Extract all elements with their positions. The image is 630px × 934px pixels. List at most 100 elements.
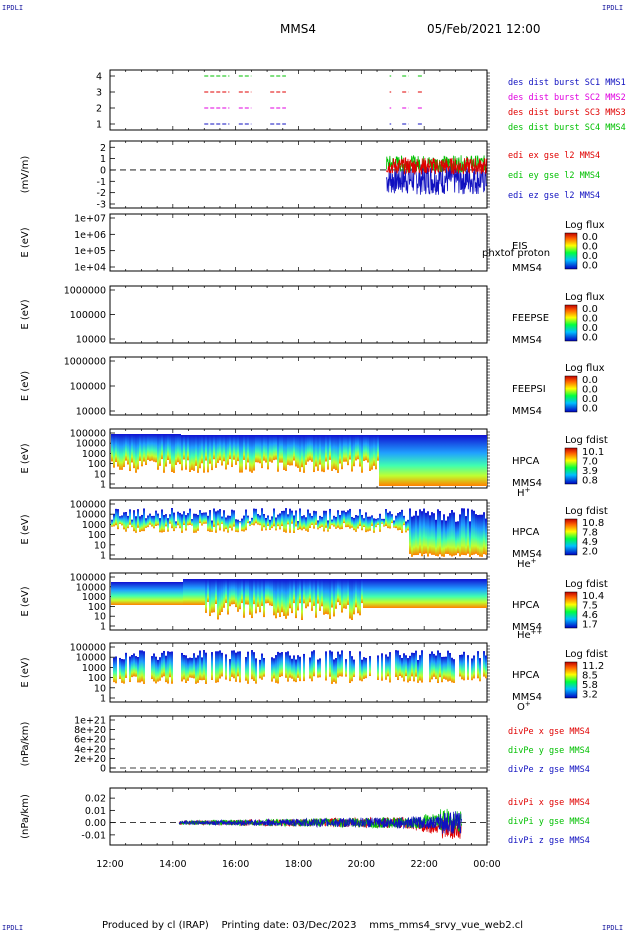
hpca_he-panel-spectro-column [473,510,475,555]
hpca_h-panel-spectro-column [237,435,239,462]
hpca_hepp-panel-spectro-column [397,579,399,608]
hpca_hepp-panel-spectro-column [449,579,451,608]
hpca_o-panel-spectro-column [181,652,183,682]
hpca_h-panel-spectro-column [357,435,359,460]
hpca_hepp-panel-spectro-column [121,582,123,605]
hpca_hepp-panel-spectro-column [141,582,143,605]
hpca_o-panel-spectro-column [363,657,365,679]
hpca_hepp-panel-spectro-column [441,579,443,608]
hpca_he-panel-spectro-column [343,510,345,524]
hpca_hepp-panel-spectro-column [333,579,335,617]
feepse-panel-ylabel: E (eV) [20,299,31,329]
hpca_he-panel-spectro-column [457,521,459,554]
hpca_o-panel-spectro-column [335,658,337,684]
hpca_o-panel-spectro-column [299,656,301,682]
hpca_h-panel-spectro-column [455,435,457,486]
hpca_he-panel-spectro-column [395,515,397,529]
hpca_he-panel-spectro-column [267,515,269,526]
hpca_he-panel-spectro-column [203,512,205,524]
hpca_he-panel-spectro-column [309,513,311,528]
hpca_o-panel-spectro-column [479,658,481,682]
feepse-panel-colorbar-title: Log flux [565,292,605,303]
hpca_o-panel-spectro-column [473,655,475,679]
hpca_he-panel-spectro-column [143,508,145,532]
hpca_o-panel-spectro-column [417,659,419,683]
hpca_he-panel-spectro-column [459,514,461,557]
hpca_o-panel-spectro-column [205,652,207,684]
burst-panel-y-tick-label: 2 [96,104,102,115]
hpca_hepp-panel-spectro-column [179,582,181,605]
hpca_hepp-panel-spectro-column [283,579,285,616]
hpca_he-panel-spectro-column [257,514,259,525]
hpca_h-panel-spectro-column [315,435,317,467]
hpca_h-panel-spectro-column [191,435,193,470]
eis-panel-y-tick-label: 1e+04 [74,263,106,274]
hpca_he-panel-spectro-column [123,512,125,530]
hpca_he-panel-spectro-column [127,515,129,529]
hpca_o-panel-spectro-column [199,650,201,681]
hpca_o-panel-colorbar [564,661,578,699]
hpca_o-panel-spectro-column [195,657,197,684]
hpca_hepp-panel-spectro-column [327,579,329,615]
feepse-panel-colorbar-value-0: 0.0 [582,304,598,315]
burst-panel-legend-2: des dist burst SC3 MMS3 [508,108,626,118]
hpca_he-panel-colorbar-value-2: 4.9 [582,537,598,548]
hpca_hepp-panel-spectro-column [479,579,481,608]
hpca_hepp-panel-spectro-column [371,579,373,608]
hpca_h-panel-spectro-column [127,434,129,465]
hpca_hepp-panel-spectro-column [267,579,269,604]
edi-panel-y-tick-label: 0 [100,165,106,176]
hpca_hepp-panel-spectro-column [261,579,263,606]
hpca_hepp-panel-spectro-column [343,579,345,609]
hpca_h-panel-spectro-column [295,435,297,467]
hpca_hepp-panel-spectro-column [463,579,465,608]
hpca_o-panel-spectro-column [279,652,281,678]
hpca_he-panel-spectro-column [443,514,445,557]
hpca_o-panel-spectro-column [151,656,153,680]
hpca_h-panel-spectro-column [179,434,181,465]
hpca_h-panel-spectro-column [205,435,207,461]
hpca_h-panel-spectro-column [299,435,301,472]
hpca_hepp-panel-spectro-column [411,579,413,608]
hpca_hepp-panel-spectro-column [195,579,197,605]
hpca_h-panel-spectro-column [111,434,113,462]
hpca_he-panel-spectro-column [281,510,283,527]
edi-panel-legend-0: edi ex gse l2 MMS4 [508,151,600,161]
hpca_o-panel-spectro-column [369,656,371,677]
hpca_h-panel-spectro-column [131,434,133,463]
hpca_hepp-panel-spectro-column [357,579,359,614]
hpca_hepp-panel-spectro-column [175,582,177,605]
hpca_hepp-panel-spectro-column [465,579,467,608]
hpca_o-panel-spectro-column [467,655,469,680]
hpca_he-panel-spectro-column [287,514,289,525]
hpca_o-panel-spectro-column [339,654,341,677]
burst-panel-legend-1: des dist burst SC2 MMS2 [508,93,626,103]
hpca_he-panel-spectro-column [147,515,149,528]
hpca_hepp-panel-spectro-column [329,579,331,619]
eis-panel-spacecraft-label: MMS4 [512,263,542,274]
hpca_h-panel-spectro-column [473,435,475,486]
hpca_h-panel-y-tick-label: 10000 [76,439,106,450]
hpca_o-panel-spectro-column [245,657,247,681]
hpca_he-panel-spectro-column [139,516,141,532]
hpca_o-panel-colorbar-value-0: 11.2 [582,661,604,672]
hpca_he-panel-spectro-column [329,508,331,529]
hpca_h-panel-spectro-column [297,435,299,468]
hpca_h-panel-spectro-column [471,435,473,486]
hpca_hepp-panel-spectro-column [217,579,219,620]
eis-panel-colorbar-title: Log flux [565,220,605,231]
hpca_hepp-panel-spectro-column [339,579,341,606]
hpca_hepp-panel-spectro-column [223,579,225,608]
feepse-panel-colorbar-value-1: 0.0 [582,314,598,325]
edi-panel-y-tick-label: -1 [97,177,106,188]
hpca_he-panel-spectro-column [373,518,375,533]
hpca_h-panel-spectro-column [115,434,117,462]
hpca_h-panel-spectro-column [217,435,219,463]
hpca_hepp-panel-spectro-column [129,582,131,605]
hpca_hepp-panel-spectro-column [169,582,171,605]
hpca_he-panel-spectro-column [425,512,427,554]
hpca_h-panel-spectro-column [481,435,483,486]
hpca_o-panel-spectro-column [453,659,455,683]
hpca_hepp-panel-spectro-column [301,579,303,620]
hpca_hepp-panel-colorbar-value-1: 7.5 [582,601,598,612]
